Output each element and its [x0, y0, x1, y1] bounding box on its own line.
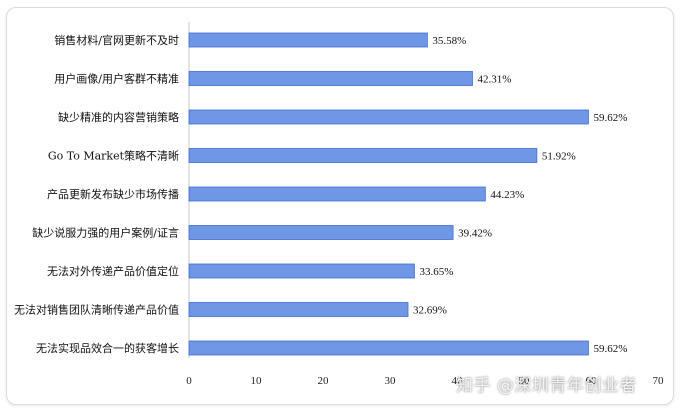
category-label: Go To Market策略不清晰: [48, 149, 179, 163]
category-label: 缺少精准的内容营销策略: [58, 110, 179, 124]
x-tick-label: 70: [653, 375, 665, 387]
value-label: 42.31%: [477, 74, 511, 86]
category-label: 无法对销售团队清晰传递产品价值: [14, 303, 179, 317]
value-label: 33.65%: [419, 266, 453, 278]
value-label: 59.62%: [593, 112, 627, 124]
category-label: 缺少说服力强的用户案例/证言: [32, 226, 179, 240]
bar: [188, 225, 454, 240]
bar: [188, 186, 486, 202]
x-tick-label: 20: [318, 375, 330, 387]
x-tick-label: 50: [519, 375, 531, 387]
bar: [188, 302, 409, 317]
x-tick-label: 60: [586, 375, 598, 387]
category-label: 无法实现品效合一的获客增长: [36, 341, 179, 355]
value-label: 44.23%: [490, 189, 524, 201]
bar: [188, 340, 589, 356]
value-label: 51.92%: [542, 151, 576, 163]
category-label: 用户画像/用户客群不精准: [54, 72, 179, 86]
value-label: 35.58%: [432, 35, 466, 47]
x-tick-label: 30: [385, 375, 397, 387]
bar: [188, 32, 428, 48]
value-label: 59.62%: [593, 343, 627, 355]
bar: [188, 148, 538, 163]
category-label: 销售材料/官网更新不及时: [54, 33, 179, 47]
bar: [188, 71, 473, 86]
x-tick-label: 0: [186, 375, 192, 387]
value-label: 39.42%: [458, 228, 492, 240]
value-label: 32.69%: [413, 305, 447, 317]
x-tick-label: 10: [251, 375, 263, 387]
category-label: 产品更新发布缺少市场传播: [47, 187, 179, 201]
bar: [188, 109, 589, 125]
x-tick-label: 40: [452, 375, 464, 387]
bar: [188, 263, 415, 279]
category-label: 无法对外传递产品价值定位: [47, 264, 179, 278]
watermark: 知乎 @深圳青年创业者: [456, 376, 637, 396]
